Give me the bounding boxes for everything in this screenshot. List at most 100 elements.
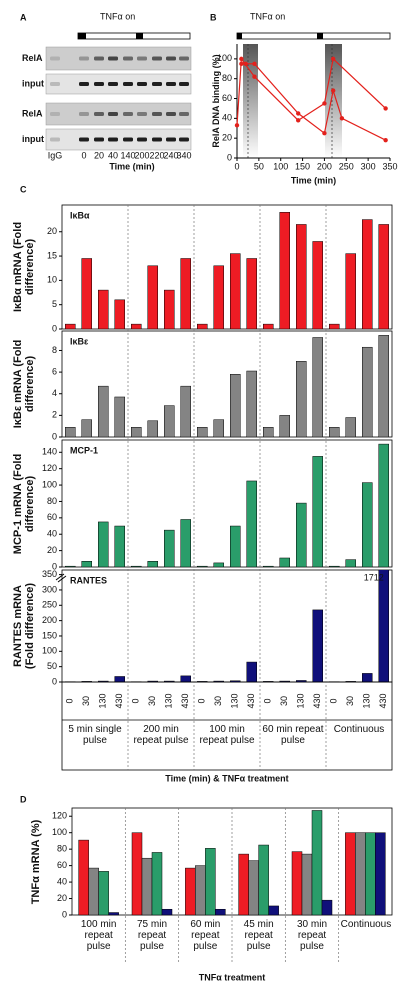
- y-tick-label: 60: [57, 860, 67, 870]
- bar: [378, 224, 389, 329]
- lane-label: 20: [94, 150, 104, 160]
- stimulus-label: TNFα on: [250, 11, 285, 21]
- bar: [375, 832, 386, 916]
- bar: [147, 561, 158, 567]
- bar: [263, 565, 274, 567]
- y-tick-label: 80: [47, 496, 57, 506]
- bar: [185, 867, 196, 916]
- bar: [345, 559, 356, 567]
- bar: [88, 867, 99, 916]
- axis-break: [55, 573, 65, 581]
- bar: [258, 844, 269, 916]
- panel-frame: [61, 204, 393, 330]
- bar: [215, 908, 226, 916]
- stimulus-bar: [77, 32, 191, 40]
- y-tick-label: 0: [227, 152, 232, 162]
- bar: [141, 857, 153, 916]
- bar: [246, 370, 257, 437]
- bar: [65, 427, 76, 437]
- y-tick-label: 0: [62, 909, 67, 919]
- y-tick-label: 8: [52, 345, 57, 355]
- bar: [147, 420, 158, 437]
- gel-band: [79, 112, 89, 116]
- bar: [230, 525, 241, 567]
- x-tick-label: 45 min repeat pulse: [243, 919, 274, 952]
- stimulus-shade: [325, 44, 342, 158]
- gel-band: [166, 82, 176, 86]
- y-tick-label: 40: [222, 113, 232, 123]
- bar: [98, 680, 109, 682]
- gel-row: [45, 128, 192, 151]
- bar: [197, 565, 208, 567]
- stimulus-on: [136, 33, 143, 39]
- x-tick-label: 30 min repeat pulse: [296, 919, 327, 952]
- x-tick-label: 250: [339, 161, 354, 171]
- gel-band: [108, 112, 118, 116]
- gel-band: [50, 112, 60, 116]
- panel-letter: D: [20, 794, 27, 804]
- y-tick-label: 100: [52, 827, 67, 837]
- gel-row-label: RelA: [22, 53, 43, 63]
- bar: [230, 374, 241, 437]
- bar: [301, 853, 313, 916]
- axis-break: [57, 575, 67, 583]
- lane-label: 240: [163, 150, 178, 160]
- gel-band: [94, 112, 104, 116]
- y-axis-label: TNFα mRNA (%): [30, 819, 42, 904]
- group-label: Continuous: [333, 724, 385, 735]
- group-label: 100 min repeat pulse: [199, 724, 255, 746]
- lane-label: 140: [120, 150, 135, 160]
- y-tick-label: 2: [52, 410, 57, 420]
- lane-label: 220: [149, 150, 164, 160]
- value-label: 1712: [364, 572, 384, 582]
- y-tick-label: 0: [52, 561, 57, 571]
- y-tick-label: 350: [42, 569, 57, 579]
- y-tick-label: 80: [222, 73, 232, 83]
- x-tick-label: 0: [65, 698, 75, 703]
- gel-band: [179, 137, 189, 142]
- y-tick-label: 60: [222, 93, 232, 103]
- bar: [362, 346, 373, 437]
- data-point: [322, 101, 327, 106]
- y-axis-label: MCP-1 mRNA (Fold difference): [12, 453, 36, 554]
- gel-row: [45, 73, 192, 95]
- x-tick-label: 130: [230, 693, 240, 708]
- bar: [230, 253, 241, 329]
- bar: [312, 609, 323, 682]
- group-label: 200 min repeat pulse: [133, 724, 189, 746]
- y-tick-label: 120: [42, 463, 57, 473]
- bar: [312, 241, 323, 329]
- bar: [246, 258, 257, 329]
- y-tick-label: 10: [47, 275, 57, 285]
- bar: [279, 212, 290, 329]
- bar: [164, 405, 175, 437]
- gel-band: [79, 82, 89, 86]
- x-axis-label: TNFα treatment: [199, 972, 266, 982]
- y-tick-label: 15: [47, 250, 57, 260]
- bar: [131, 565, 142, 567]
- x-tick-label: 430: [378, 693, 388, 708]
- bar: [329, 565, 340, 567]
- x-tick-label: 130: [164, 693, 174, 708]
- gel-row-label: input: [22, 78, 44, 88]
- x-tick-label: 0: [329, 698, 339, 703]
- bar: [65, 323, 76, 329]
- bar: [114, 676, 125, 682]
- gel-band: [179, 56, 189, 61]
- x-tick-label: 300: [361, 161, 376, 171]
- gel-band: [94, 56, 104, 61]
- bar: [345, 417, 356, 437]
- panel-letter: C: [20, 184, 27, 194]
- bar: [246, 661, 257, 682]
- y-tick-label: 140: [42, 447, 57, 457]
- y-tick-label: 60: [47, 512, 57, 522]
- gel-band: [152, 56, 162, 61]
- bar: [164, 289, 175, 329]
- gel-band: [108, 56, 118, 61]
- bar: [291, 851, 303, 916]
- lane-label: 200: [134, 150, 149, 160]
- gel-band: [50, 137, 60, 142]
- data-point: [339, 116, 345, 121]
- bar: [147, 265, 158, 329]
